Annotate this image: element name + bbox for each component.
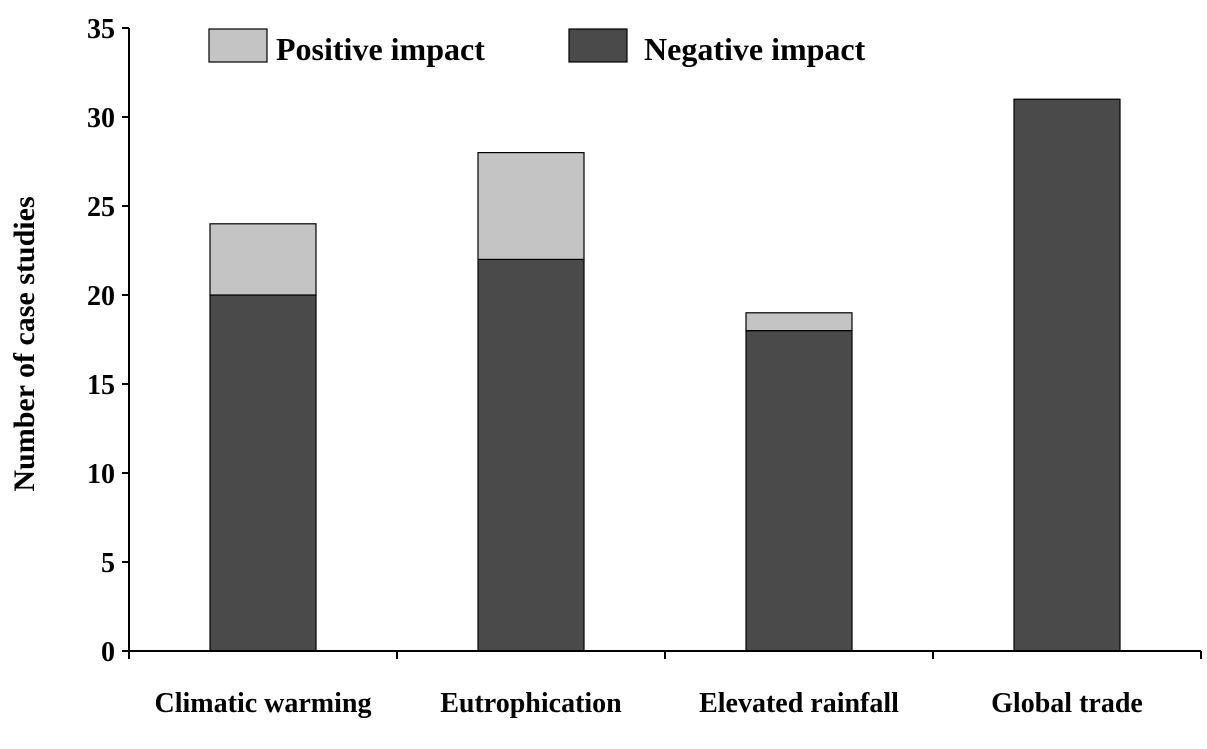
- x-tick-label: Climatic warming: [155, 688, 372, 719]
- y-tick-label: 35: [87, 14, 115, 45]
- legend: Positive impact Negative impact: [208, 28, 866, 67]
- legend-swatch-negative-impact: [568, 28, 628, 63]
- y-ticks: 0 5 10 15 20 25 30 35: [87, 14, 129, 668]
- y-tick-label: 0: [101, 637, 115, 668]
- y-tick-label: 15: [87, 370, 115, 401]
- y-tick-label: 25: [87, 192, 115, 223]
- y-tick-label: 5: [101, 548, 115, 579]
- bar-positive-impact: [745, 312, 853, 332]
- bar-positive-impact: [209, 223, 317, 296]
- bar-negative-impact: [1013, 98, 1121, 652]
- bars-layer: [209, 98, 1121, 652]
- y-tick-label: 20: [87, 281, 115, 312]
- bar-positive-impact: [477, 152, 585, 261]
- x-tick-label: Global trade: [991, 688, 1143, 719]
- x-tick-label: Elevated rainfall: [699, 688, 899, 719]
- y-axis-title: Number of case studies: [8, 196, 41, 491]
- x-ticks: Climatic warming Eutrophication Elevated r…: [128, 651, 1202, 719]
- bar-negative-impact: [745, 330, 853, 652]
- y-tick-label: 10: [87, 459, 115, 490]
- legend-label-positive-impact: Positive impact: [276, 31, 485, 67]
- y-tick-label: 30: [87, 103, 115, 134]
- legend-swatch-positive-impact: [208, 28, 268, 63]
- legend-label-negative-impact: Negative impact: [644, 31, 866, 67]
- bar-negative-impact: [209, 294, 317, 652]
- x-tick-label: Eutrophication: [440, 688, 622, 719]
- bar-negative-impact: [477, 258, 585, 652]
